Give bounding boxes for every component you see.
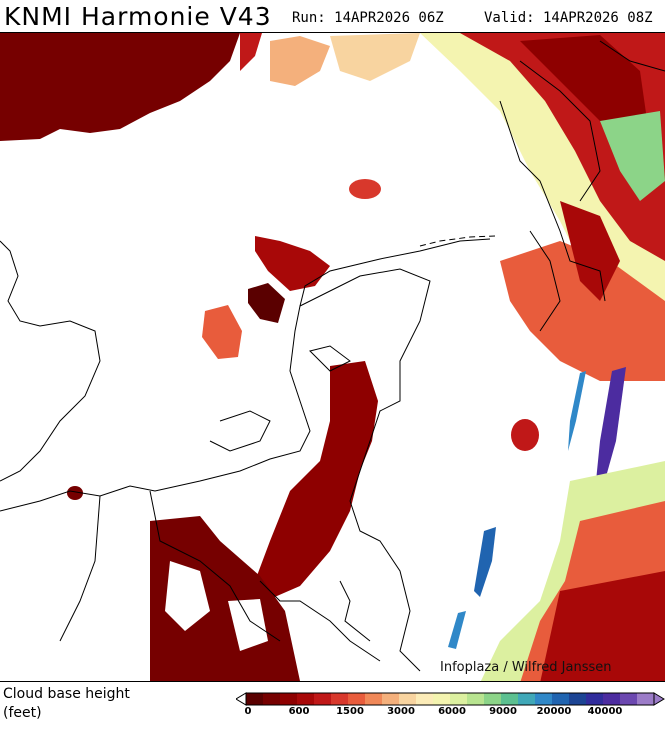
legend-title-line1: Cloud base height <box>3 686 130 702</box>
colorbar-tick-label: 9000 <box>489 706 517 717</box>
valid-time-label: Valid: 14APR2026 08Z <box>484 10 653 26</box>
legend-title: Cloud base height (feet) <box>3 685 130 723</box>
title-bar: KNMI Harmonie V43 Run: 14APR2026 06Z Val… <box>0 0 665 32</box>
colorbar-tick-label: 0 <box>244 706 252 717</box>
cloud-streak-purple <box>594 367 626 501</box>
cloud-patch-frisia <box>255 236 330 291</box>
colorbar-tick-label: 3000 <box>387 706 415 717</box>
colorbar-swatch <box>246 693 264 705</box>
colorbar-tick-label: 1500 <box>336 706 364 717</box>
colorbar-swatch <box>399 693 417 705</box>
map-credit: Infoplaza / Wilfred Janssen <box>440 660 612 675</box>
colorbar <box>236 692 665 706</box>
cloud-band-central <box>255 361 378 599</box>
colorbar-tick-label: 40000 <box>587 706 623 717</box>
model-title: KNMI Harmonie V43 <box>4 2 272 31</box>
colorbar-swatch <box>348 693 366 705</box>
colorbar-border <box>245 692 655 706</box>
colorbar-swatch <box>331 693 349 705</box>
colorbar-tick-label: 600 <box>288 706 310 717</box>
colorbar-swatch <box>586 693 604 705</box>
run-time-label: Run: 14APR2026 06Z <box>292 10 444 26</box>
colorbar-swatch <box>263 693 281 705</box>
colorbar-swatch <box>433 693 451 705</box>
colorbar-swatch <box>416 693 434 705</box>
cloud-base-map-svg <box>0 33 665 681</box>
colorbar-swatch <box>518 693 536 705</box>
colorbar-swatch <box>484 693 502 705</box>
cloud-patch-northwest <box>0 33 240 141</box>
coastline-outlines <box>0 40 665 672</box>
colorbar-arrow-right <box>653 692 665 706</box>
colorbar-arrow-left <box>236 692 247 706</box>
colorbar-swatch <box>620 693 638 705</box>
colorbar-swatch <box>297 693 315 705</box>
colorbar-swatch <box>467 693 485 705</box>
legend-title-line2: (feet) <box>3 705 42 721</box>
colorbar-swatch <box>637 693 655 705</box>
colorbar-swatch <box>365 693 383 705</box>
colorbar-swatch <box>382 693 400 705</box>
colorbar-swatch <box>535 693 553 705</box>
cloud-patch-north <box>270 36 330 86</box>
forecast-map <box>0 32 665 682</box>
colorbar-swatch <box>280 693 298 705</box>
cloud-patch-east <box>500 241 665 381</box>
colorbar-swatch <box>552 693 570 705</box>
island-dashes <box>419 235 496 247</box>
colorbar-tick-label: 6000 <box>438 706 466 717</box>
colorbar-swatch <box>501 693 519 705</box>
colorbar-swatch <box>569 693 587 705</box>
colorbar-swatch <box>450 693 468 705</box>
colorbar-swatch <box>314 693 332 705</box>
colorbar-tick-label: 20000 <box>536 706 572 717</box>
colorbar-swatch <box>603 693 621 705</box>
